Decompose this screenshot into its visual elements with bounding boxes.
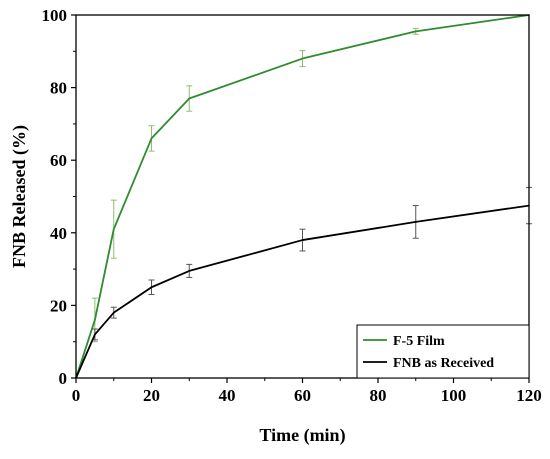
legend-box <box>356 324 530 379</box>
y-tick-label: 100 <box>42 6 68 25</box>
data-point-f-5-film <box>94 319 96 321</box>
legend-label-f5-film: F-5 Film <box>393 334 445 349</box>
series-line-fnb-as-received <box>75 204 530 379</box>
data-point-f-5-film <box>150 137 153 140</box>
series-line-f-5-film <box>75 14 530 379</box>
x-tick-label: 80 <box>370 386 387 405</box>
data-point-fnb-as-received <box>112 311 115 314</box>
y-tick-label: 20 <box>50 296 67 315</box>
series-layer <box>75 14 532 379</box>
data-point-fnb-as-received <box>94 333 96 336</box>
data-point-fnb-as-received <box>414 221 417 223</box>
legend-label-fnb-as-received: FNB as Received <box>393 356 494 371</box>
axes-layer <box>75 14 530 379</box>
ticks-layer: 0 20 40 60 80 100 120 0 20 40 60 80 100 <box>42 6 542 405</box>
x-tick-label: 60 <box>294 386 311 405</box>
y-tick-label: 80 <box>50 79 67 98</box>
legend: F-5 Film FNB as Received <box>356 324 530 379</box>
x-tick-label: 120 <box>516 386 542 405</box>
x-tick-label: 0 <box>72 386 81 405</box>
data-point-fnb-as-received <box>188 270 191 272</box>
x-tick-label: 40 <box>219 386 236 405</box>
data-point-fnb-as-received <box>150 286 153 289</box>
data-point-fnb-as-received <box>301 239 304 241</box>
data-point-f-5-film <box>414 30 417 33</box>
x-tick-label: 100 <box>441 386 467 405</box>
y-tick-label: 60 <box>50 151 67 170</box>
data-point-f-5-film <box>301 57 304 60</box>
x-axis-title: Time (min) <box>259 425 345 446</box>
y-tick-label: 0 <box>59 369 68 388</box>
plot-frame <box>75 14 530 379</box>
data-point-f-5-film <box>188 97 191 100</box>
data-point-f-5-film <box>112 228 115 230</box>
y-tick-label: 40 <box>50 224 67 243</box>
x-tick-label: 20 <box>143 386 160 405</box>
y-axis-title: FNB Released (%) <box>9 125 30 268</box>
